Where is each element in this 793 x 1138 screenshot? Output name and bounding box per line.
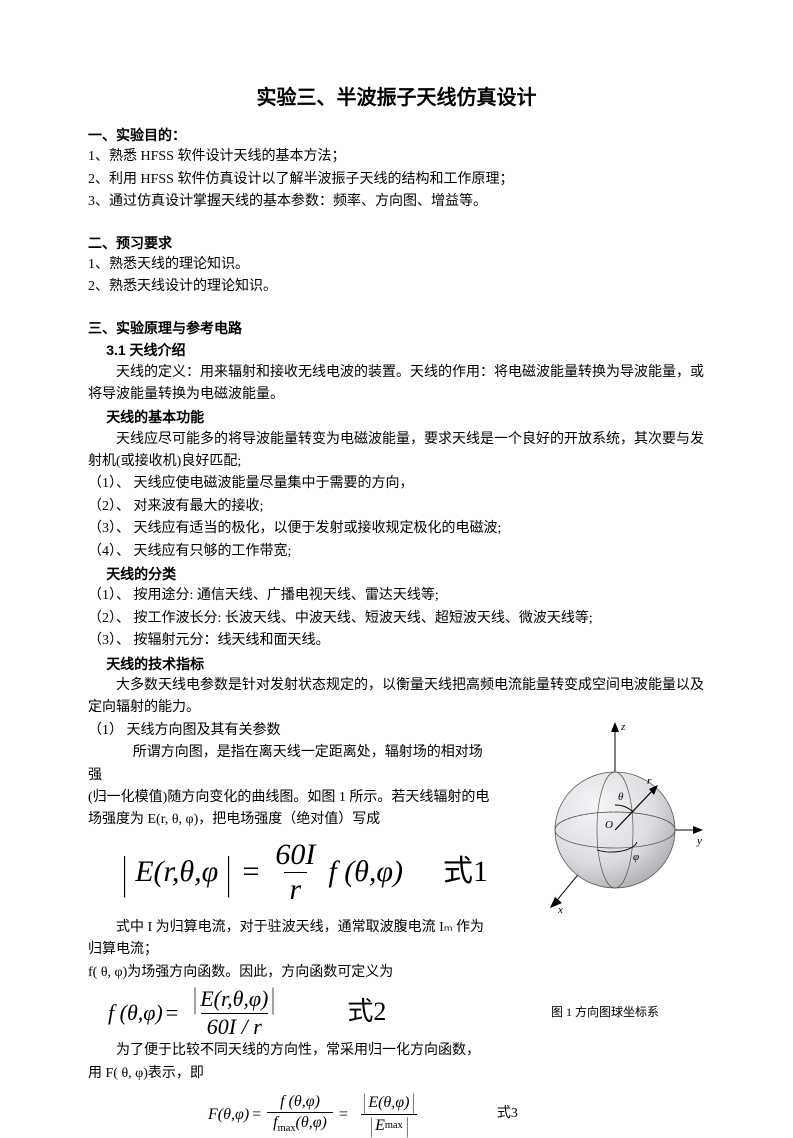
- after-eq2-p2: 用 F( θ, φ)表示，即: [88, 1063, 705, 1085]
- classification-heading: 天线的分类: [88, 563, 705, 585]
- abs-left: |: [121, 853, 128, 892]
- section2-line1: 1、熟悉天线的理论知识。: [88, 254, 705, 276]
- eq3-frac2: | E(θ,φ) | | Emax |: [354, 1091, 424, 1137]
- eq1-denominator: r: [284, 872, 308, 907]
- section3-1-text: 天线的定义：用来辐射和接收无线电波的装置。天线的作用：将电磁波能量转换为导波能量…: [88, 362, 705, 407]
- section1-line3: 3、通过仿真设计掌握天线的基本参数：频率、方向图、增益等。: [88, 191, 705, 213]
- eq3-eq2: =: [336, 1102, 351, 1128]
- axis-x-label: x: [557, 904, 563, 916]
- eq1-label: 式1: [443, 848, 488, 896]
- tech-indicators-heading: 天线的技术指标: [88, 653, 705, 675]
- basic-line4: （4）、 天线应有只够的工作带宽;: [88, 541, 705, 563]
- eq1-numerator: 60I: [269, 838, 321, 872]
- eq2-fraction: | E(r,θ,φ) | 60I / r: [184, 984, 284, 1041]
- eq2-label: 式2: [347, 991, 386, 1033]
- section3-heading: 三、实验原理与参考电路: [88, 317, 705, 339]
- tech-indicators-text: 大多数天线电参数是针对发射状态规定的，以衡量天线把高频电流能量转变成空间电波能量…: [88, 675, 705, 720]
- param1-p1: 所谓方向图，是指在离天线一定距离处，辐射场的相对场强: [88, 742, 495, 787]
- param1-p2: (归一化模值)随方向变化的曲线图。如图 1 所示。若天线辐射的电场强度为 E(r…: [88, 787, 495, 832]
- eq3-den2a: E: [375, 1118, 385, 1134]
- equation-1: | E(r,θ,φ | = 60I r f (θ,φ) 式1: [118, 838, 495, 907]
- page: 实验三、半波振子天线仿真设计 一、实验目的： 1、熟悉 HFSS 软件设计天线的…: [0, 0, 793, 1122]
- sphere-diagram: z y x r θ: [505, 720, 705, 920]
- class-line1: （1）、 按用途分: 通信天线、广播电视天线、雷达天线等;: [88, 585, 705, 607]
- eq3-den1-sub: max: [278, 1123, 296, 1134]
- equation-3: F(θ,φ) = f (θ,φ) fmax(θ,φ) = | E(θ,φ) | …: [208, 1091, 705, 1137]
- eq1-rhs: f (θ,φ): [328, 848, 403, 896]
- axis-z-label: z: [620, 721, 626, 733]
- eq3-eq1: =: [249, 1102, 264, 1128]
- after-eq1-p2: f( θ, φ)为场强方向函数。因此，方向函数可定义为: [88, 962, 495, 984]
- eq1-equals: =: [239, 848, 262, 896]
- class-line3: （3）、 按辐射元分：线天线和面天线。: [88, 630, 705, 652]
- phi-label: φ: [633, 851, 639, 863]
- theta-label: θ: [618, 791, 624, 803]
- origin-label: O: [605, 819, 613, 831]
- eq1-fraction: 60I r: [269, 838, 321, 907]
- eq3-num1: f (θ,φ): [274, 1092, 326, 1112]
- eq2-den: 60I / r: [201, 1013, 268, 1040]
- after-eq2-p1: 为了便于比较不同天线的方向性，常采用归一化方向函数，: [88, 1040, 705, 1062]
- after-eq1-p1: 式中 I 为归算电流，对于驻波天线，通常取波腹电流 Iₘ 作为归算电流；: [88, 917, 495, 962]
- figure1-caption: 图 1 方向图球坐标系: [505, 1003, 705, 1022]
- basic-functions-text: 天线应尽可能多的将导波能量转变为电磁波能量，要求天线是一个良好的开放系统，其次要…: [88, 429, 705, 474]
- abs-right: |: [226, 853, 233, 892]
- section1-heading: 一、实验目的：: [88, 124, 705, 146]
- class-line2: （2）、 按工作波长分: 长波天线、中波天线、短波天线、超短波天线、微波天线等;: [88, 608, 705, 630]
- section2-heading: 二、预习要求: [88, 232, 705, 254]
- basic-line2: （2）、 对来波有最大的接收;: [88, 496, 705, 518]
- section1-line1: 1、熟悉 HFSS 软件设计天线的基本方法；: [88, 146, 705, 168]
- eq2-lhs: f (θ,φ): [108, 995, 163, 1030]
- eq2-row: f (θ,φ) = | E(r,θ,φ) | 60I / r 式2 图 1 方向…: [88, 984, 705, 1041]
- param1-head: （1） 天线方向图及其有关参数: [88, 720, 495, 742]
- pattern-diagram-area: （1） 天线方向图及其有关参数 所谓方向图，是指在离天线一定距离处，辐射场的相对…: [88, 720, 705, 984]
- left-column: （1） 天线方向图及其有关参数 所谓方向图，是指在离天线一定距离处，辐射场的相对…: [88, 720, 495, 984]
- r-label: r: [647, 775, 652, 787]
- eq3-frac1: f (θ,φ) fmax(θ,φ): [267, 1092, 333, 1137]
- eq2-equals: =: [163, 995, 181, 1030]
- eq2-num: E(r,θ,φ): [200, 988, 268, 1010]
- page-title: 实验三、半波振子天线仿真设计: [88, 82, 705, 114]
- eq3-label: 式3: [497, 1103, 518, 1125]
- section3-1-heading: 3.1 天线介绍: [88, 339, 705, 361]
- eq3-num2: E(θ,φ): [368, 1095, 409, 1111]
- section2-line2: 2、熟悉天线设计的理论知识。: [88, 276, 705, 298]
- eq3-den1b: (θ,φ): [296, 1114, 327, 1131]
- axis-y-label: y: [696, 835, 702, 847]
- basic-functions-heading: 天线的基本功能: [88, 406, 705, 428]
- basic-line3: （3）、 天线应有适当的极化，以便于发射或接收规定极化的电磁波;: [88, 518, 705, 540]
- right-column: z y x r θ: [505, 720, 705, 926]
- equation-2: f (θ,φ) = | E(r,θ,φ) | 60I / r: [108, 984, 287, 1041]
- eq3-den2-sub: max: [385, 1121, 403, 1131]
- basic-line1: （1）、 天线应使电磁波能量尽量集中于需要的方向，: [88, 473, 705, 495]
- eq1-lhs: E(r,θ,φ: [135, 848, 218, 896]
- eq3-lhs: F(θ,φ): [208, 1102, 249, 1128]
- section1-line2: 2、利用 HFSS 软件仿真设计以了解半波振子天线的结构和工作原理；: [88, 169, 705, 191]
